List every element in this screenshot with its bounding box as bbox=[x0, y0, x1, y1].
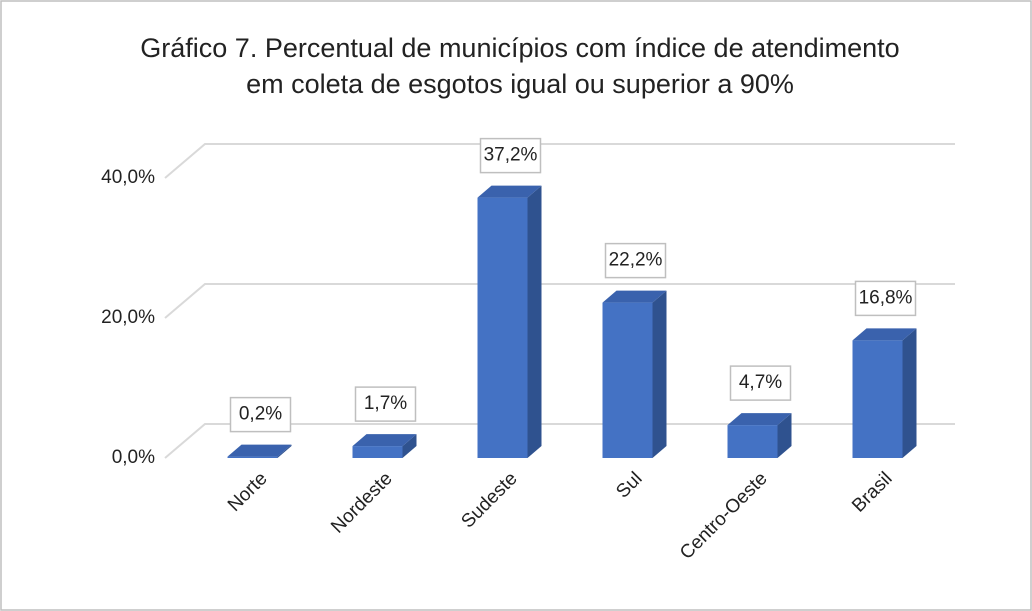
data-label: 4,7% bbox=[739, 372, 782, 393]
data-label-box bbox=[479, 137, 542, 174]
chart-title: Gráfico 7. Percentual de municípios com … bbox=[140, 33, 900, 99]
bar bbox=[227, 456, 278, 458]
data-label: 37,2% bbox=[484, 145, 538, 166]
bar bbox=[852, 340, 903, 458]
grid-line bbox=[164, 143, 955, 179]
data-label-box bbox=[854, 280, 917, 317]
bar-top bbox=[727, 413, 792, 426]
data-label-box bbox=[729, 365, 792, 401]
bar bbox=[602, 302, 653, 458]
bar-top bbox=[227, 444, 292, 457]
y-tick-label: 0,0% bbox=[112, 447, 155, 468]
y-tick-label: 40,0% bbox=[101, 167, 155, 188]
data-label: 22,2% bbox=[609, 250, 663, 271]
bar-side bbox=[777, 413, 792, 458]
data-label: 16,8% bbox=[859, 287, 913, 308]
bar-side bbox=[277, 444, 292, 458]
data-label: 1,7% bbox=[364, 393, 407, 414]
data-label-box bbox=[229, 396, 292, 433]
bar-top bbox=[602, 290, 667, 303]
bar-top bbox=[852, 328, 917, 341]
grid-line bbox=[164, 423, 955, 459]
y-tick-label: 20,0% bbox=[101, 307, 155, 328]
data-label: 0,2% bbox=[239, 404, 282, 425]
grid-line bbox=[164, 283, 955, 319]
data-label-box bbox=[604, 242, 667, 279]
bar-top bbox=[352, 434, 417, 447]
bar-side bbox=[402, 434, 417, 458]
bar bbox=[352, 446, 403, 458]
bar-side bbox=[902, 328, 917, 458]
data-label-box bbox=[354, 386, 417, 422]
bar-side bbox=[652, 290, 667, 458]
bar-side bbox=[527, 185, 542, 458]
bar-top bbox=[477, 185, 542, 198]
bar bbox=[727, 425, 778, 458]
bar bbox=[477, 197, 528, 458]
